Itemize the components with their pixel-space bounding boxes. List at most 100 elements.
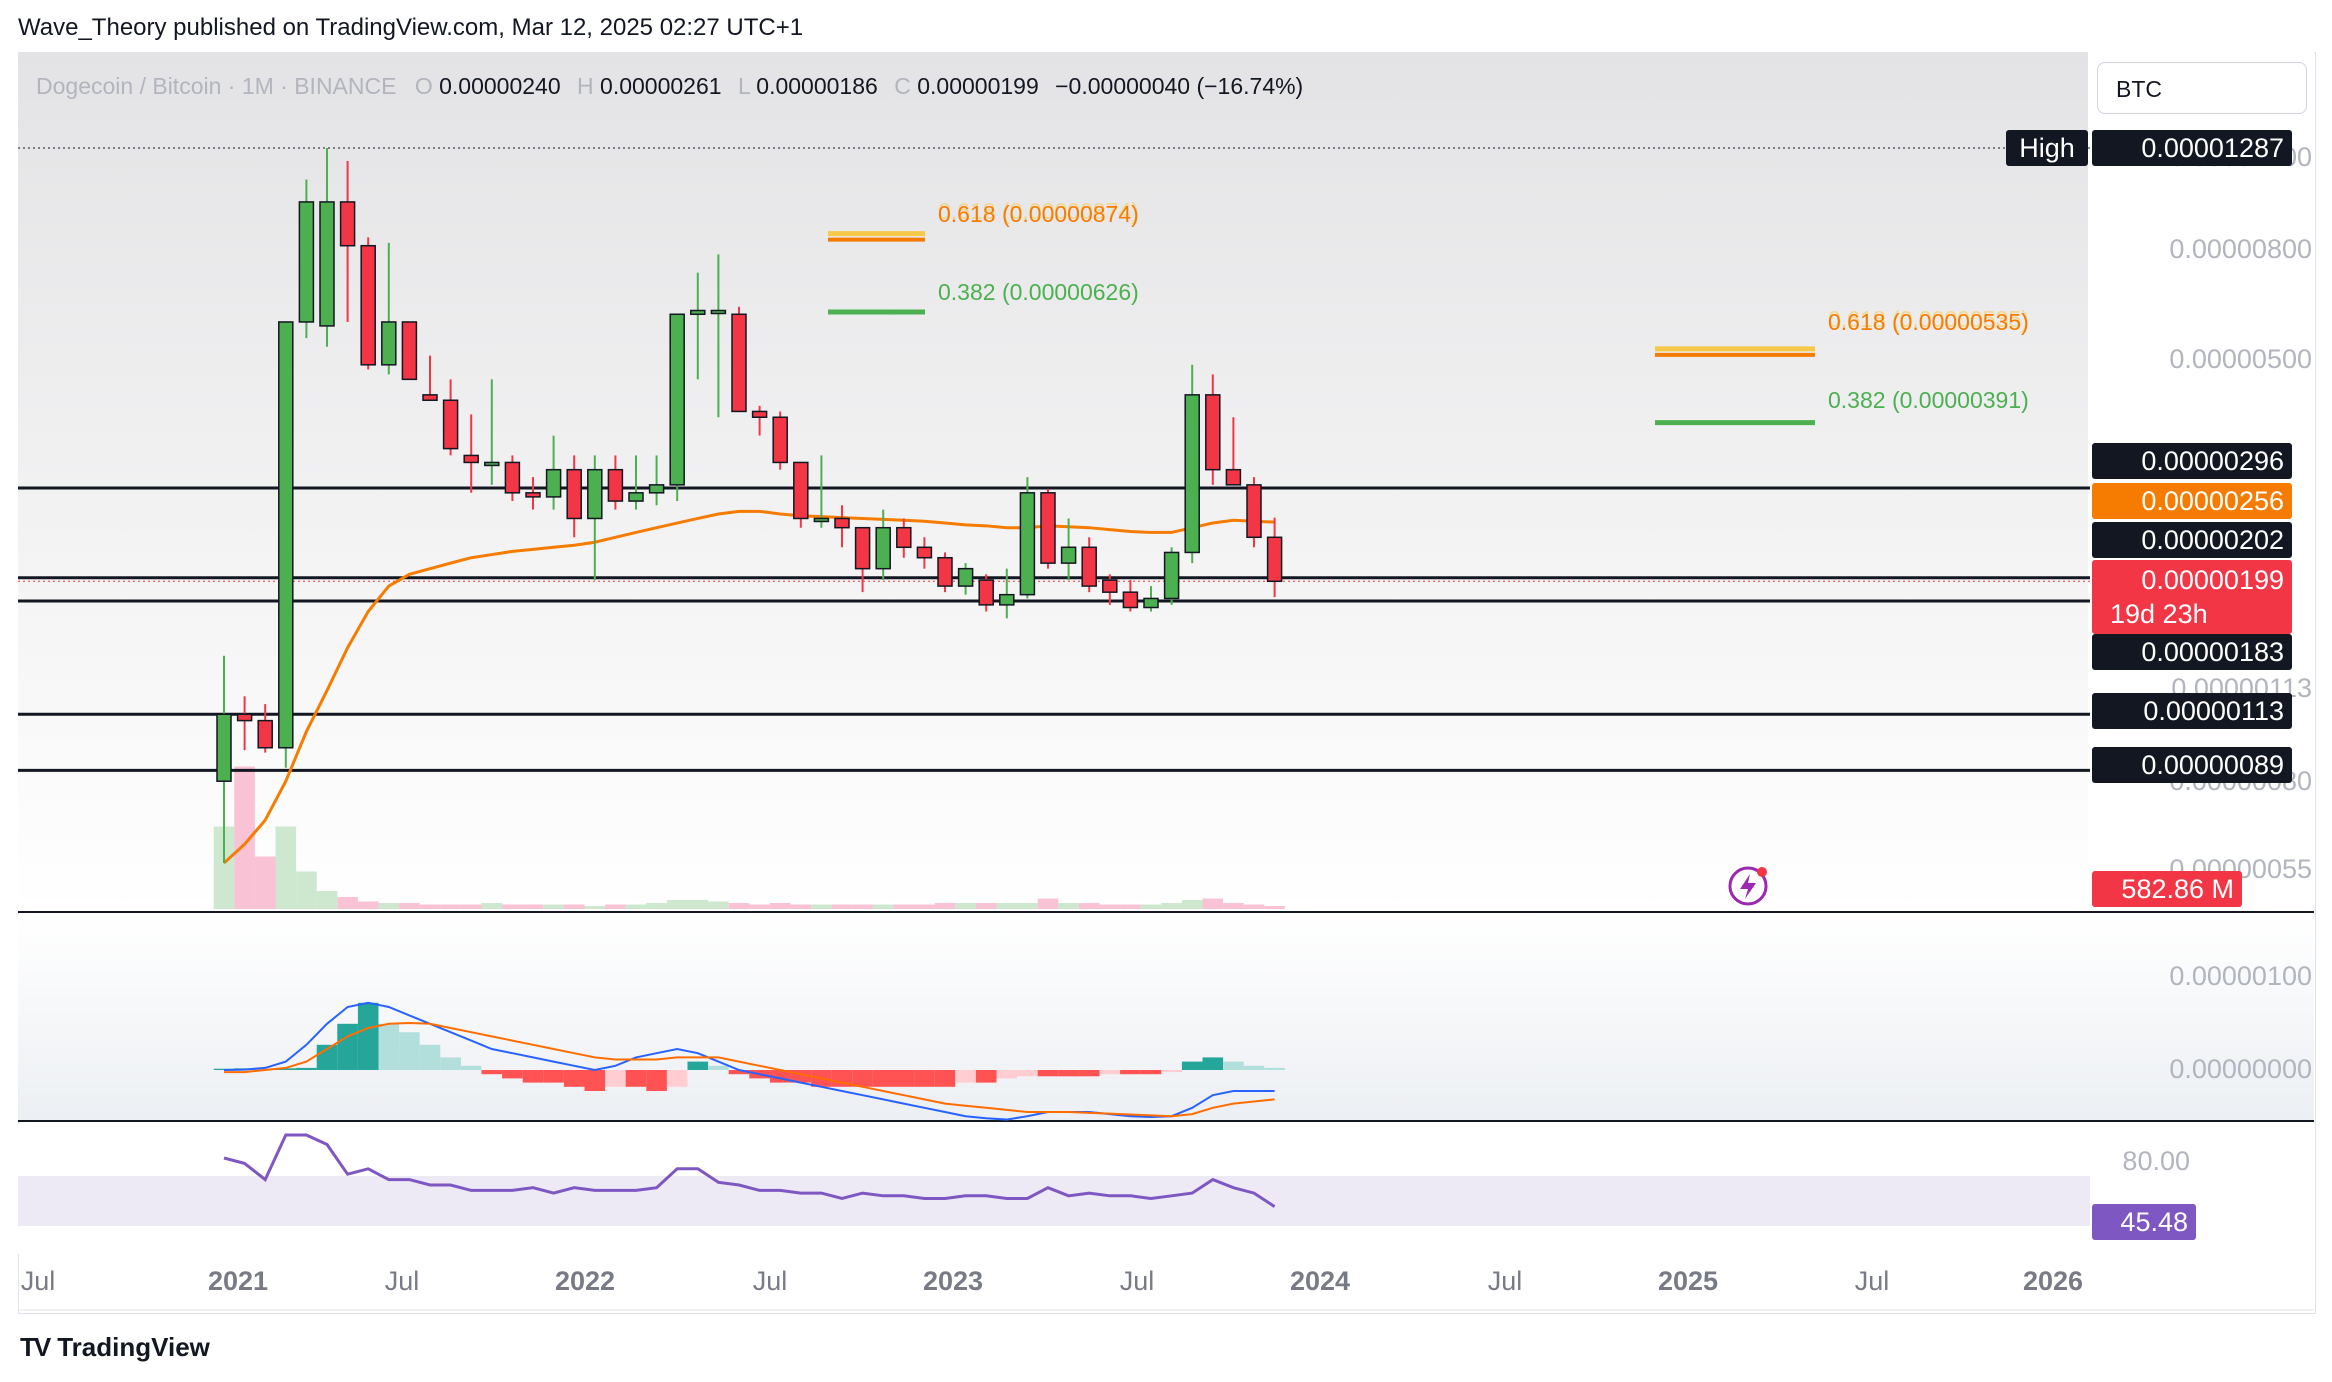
- candle: [1102, 574, 1118, 605]
- candle-body: [422, 394, 438, 401]
- volume-bar: [584, 906, 606, 909]
- candle: [1081, 537, 1097, 593]
- macd-histogram-bar: [1202, 1057, 1224, 1070]
- candle: [401, 321, 418, 381]
- volume-bar: [357, 901, 379, 909]
- macd-histogram-bar: [934, 1070, 956, 1087]
- last-price-countdown: 19d 23h: [2110, 599, 2208, 629]
- volume-bar: [316, 891, 338, 909]
- candle: [1122, 580, 1139, 612]
- candle: [236, 696, 253, 751]
- candle-body: [916, 546, 933, 559]
- macd-histogram-bar: [666, 1070, 688, 1087]
- candle-body: [566, 468, 582, 520]
- volume-bar: [666, 900, 688, 909]
- macd-layer: [213, 1001, 1285, 1121]
- candle: [690, 272, 706, 380]
- legend-close-label: C: [894, 73, 911, 99]
- candle: [484, 379, 500, 485]
- time-axis-label: 2024: [1290, 1266, 1350, 1296]
- candle: [545, 435, 562, 510]
- candle-body: [504, 461, 521, 494]
- candle-body: [669, 313, 685, 486]
- candle: [978, 574, 994, 612]
- volume-bar: [1223, 903, 1244, 909]
- time-axis-label: Jul: [1488, 1266, 1523, 1296]
- time-axis-label: Jul: [385, 1266, 420, 1296]
- macd-histogram-bar: [852, 1070, 873, 1087]
- macd-histogram-bar: [584, 1070, 606, 1091]
- candle: [298, 179, 315, 339]
- volume-bar: [914, 904, 935, 909]
- candle: [813, 455, 830, 528]
- legend-high-value: 0.00000261: [600, 73, 722, 99]
- candle: [916, 537, 933, 569]
- rsi-axis-label: 80.00: [2122, 1146, 2190, 1176]
- candle: [1246, 477, 1262, 548]
- candle-body: [216, 713, 232, 782]
- candle: [442, 379, 459, 456]
- candle: [896, 518, 912, 558]
- horizontal-levels: [18, 147, 2090, 772]
- legend-symbol: Dogecoin / Bitcoin · 1M · BINANCE: [36, 73, 396, 99]
- fib-right-618-ghost-label: 0.618 (0.00000535): [1828, 306, 2029, 332]
- volume-bar: [687, 900, 709, 909]
- volume-bar: [337, 897, 358, 909]
- volume-bar: [522, 904, 544, 909]
- fib-left-618-label: 0.618 (0.00000874): [938, 201, 1139, 227]
- candle: [628, 455, 644, 510]
- publisher-line: Wave_Theory published on TradingView.com…: [18, 14, 804, 41]
- volume-bar: [893, 904, 915, 909]
- candle-body: [710, 309, 727, 315]
- volume-bar: [213, 826, 235, 909]
- level-tag-183: 0.00000183: [2141, 637, 2284, 667]
- candle-body: [937, 556, 953, 587]
- candle-body: [381, 321, 397, 366]
- macd-histogram-bar: [1161, 1070, 1182, 1073]
- legend-low-label: L: [738, 73, 751, 99]
- price-pane-gradient: [18, 52, 2088, 912]
- candle-body: [1040, 492, 1056, 564]
- volume-layer: [213, 766, 1285, 909]
- macd-histogram-bar: [481, 1070, 503, 1075]
- footer-brand[interactable]: TV TradingView: [20, 1332, 210, 1363]
- volume-bar: [563, 904, 585, 909]
- candle: [587, 455, 603, 581]
- volume-bar: [996, 903, 1018, 909]
- candles-layer[interactable]: [216, 148, 1283, 864]
- time-axis-label: 2022: [555, 1266, 615, 1296]
- volume-bar: [955, 903, 976, 909]
- price-axis[interactable]: 0.000012000.000008000.000005000.00000113…: [2006, 130, 2312, 1240]
- volume-bar: [543, 904, 564, 909]
- candle-body: [319, 201, 335, 327]
- candle-body: [1205, 394, 1221, 471]
- ema-value-tag: 0.00000256: [2141, 486, 2284, 516]
- macd-histogram-bar: [419, 1044, 441, 1070]
- candle-body: [1060, 546, 1077, 564]
- symbol-search-input[interactable]: BTC: [2097, 62, 2307, 114]
- candle-body: [339, 201, 356, 247]
- candle: [937, 552, 953, 593]
- macd-histogram-bar: [543, 1070, 564, 1083]
- high-label: High: [2019, 133, 2075, 163]
- macd-histogram-bar: [975, 1070, 997, 1083]
- candle: [525, 477, 541, 510]
- fib-levels: [828, 231, 1815, 426]
- candle-body: [545, 468, 562, 498]
- candle-body: [834, 517, 850, 529]
- time-axis[interactable]: Jul 2021 Jul 2022 Jul 2023 Jul 2024 Jul 2025 Jul 20…: [21, 1266, 2083, 1296]
- volume-value-tag-bg: [2092, 871, 2242, 907]
- price-axis-label: 0.00000500: [2169, 344, 2312, 374]
- legend-open-value: 0.00000240: [439, 73, 561, 99]
- level-tag-202: 0.00000202: [2141, 525, 2284, 555]
- candle: [607, 455, 624, 510]
- candle-body: [607, 468, 624, 502]
- volume-bar: [646, 903, 667, 909]
- candle-body: [978, 579, 994, 606]
- candle: [772, 411, 788, 470]
- macd-histogram-bar: [893, 1070, 915, 1087]
- candle-body: [463, 454, 479, 464]
- alert-lightning-icon[interactable]: [1728, 866, 1768, 906]
- legend-high-label: H: [577, 73, 594, 99]
